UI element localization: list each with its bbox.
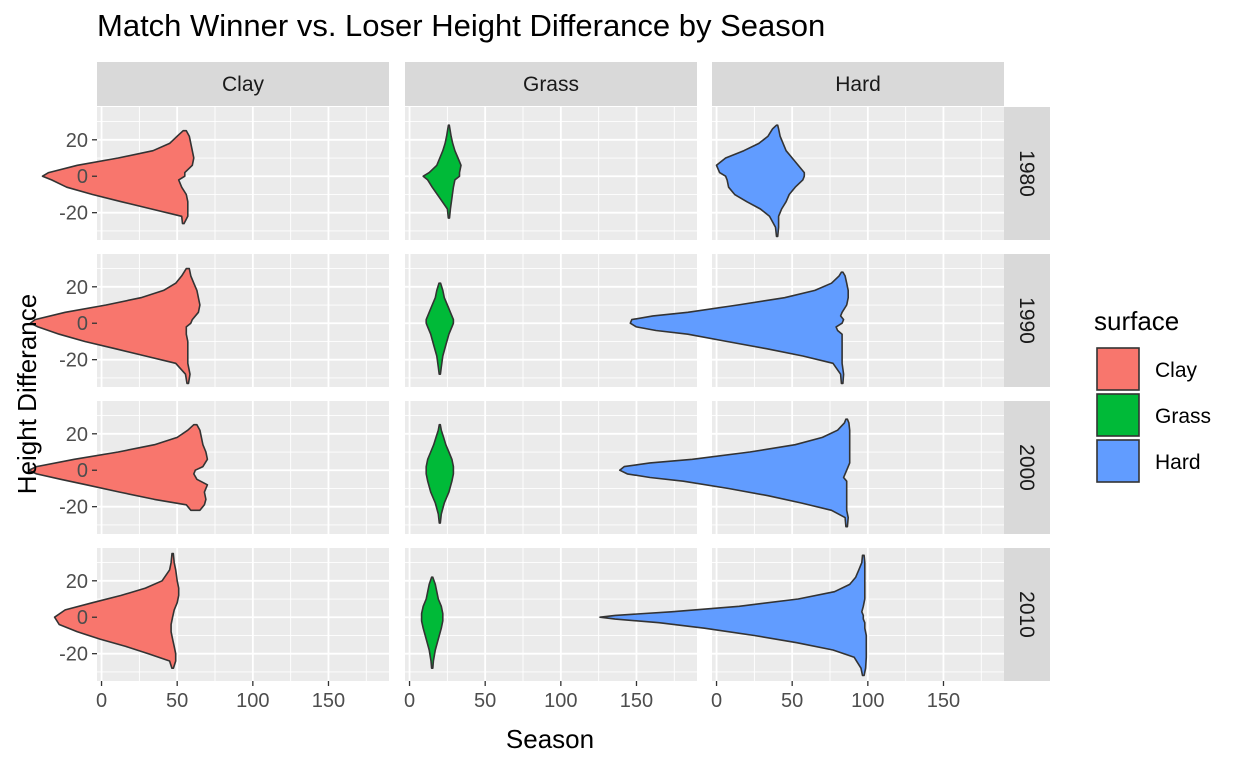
x-tick-label: 0 [96,690,107,712]
facet-strip-2000 [1004,401,1050,534]
x-tick-label: 150 [312,690,345,712]
y-tick-label: -20 [59,203,88,225]
facet-strip-hard [712,62,1004,106]
axes-layer: 20 0 -20 20 0 -20 20 0 -20 20 0 -20 0 50 100 150 0 50 100 1… [12,130,960,754]
y-tick-label: -20 [59,350,88,372]
violin-hard-1990 [629,271,849,385]
legend-label-grass: Grass [1155,405,1211,428]
violin-clay-2010 [53,552,180,669]
facet-strip-label: 1990 [1015,297,1038,344]
violin-hard-1980 [715,124,806,238]
facet-strip-label: Clay [222,73,265,96]
y-tick-label: 0 [77,460,88,482]
violin-clay-2000 [28,423,209,512]
legend: surface Clay Grass Hard [1094,306,1211,483]
x-tick-label: 150 [620,690,653,712]
x-tick-label: 50 [474,690,496,712]
x-axis-title: Season [506,724,594,754]
facet-strip-label: 2000 [1015,444,1038,491]
x-tick-label: 100 [851,690,884,712]
y-tick-label: 20 [66,130,88,152]
legend-label-hard: Hard [1155,451,1201,474]
x-tick-label: 50 [166,690,188,712]
y-tick-label: -20 [59,644,88,666]
facet-strip-label: Hard [835,73,881,96]
facet-strip-grass [405,62,697,106]
facet-strip-2010 [1004,548,1050,681]
y-tick-label: 20 [66,424,88,446]
violin-grass-2010 [420,576,444,669]
facet-strip-1980 [1004,107,1050,240]
legend-key-grass [1096,393,1140,437]
legend-label-clay: Clay [1155,359,1198,382]
y-tick-label: 20 [66,571,88,593]
x-tick-label: 0 [711,690,722,712]
violin-grass-1990 [425,282,455,375]
x-tick-label: 100 [236,690,269,712]
y-tick-label: 20 [66,277,88,299]
facet-strip-label: 1980 [1015,150,1038,197]
legend-key-hard [1096,439,1140,483]
legend-title: surface [1094,306,1179,336]
facet-strip-label: 2010 [1015,591,1038,638]
violin-clay-1980 [41,129,195,225]
violin-hard-2000 [618,418,851,528]
y-axis-title: Height Differance [12,294,42,494]
chart-title: Match Winner vs. Loser Height Differance… [97,8,826,43]
y-tick-label: 0 [77,313,88,335]
legend-key-clay [1096,347,1140,391]
x-tick-label: 100 [544,690,577,712]
y-tick-label: -20 [59,497,88,519]
violin-hard-2010 [599,554,868,677]
y-tick-label: 0 [77,607,88,629]
facet-strip-1990 [1004,254,1050,387]
facet-strip-label: Grass [523,73,579,96]
x-tick-label: 150 [927,690,960,712]
violin-clay-1990 [29,267,201,385]
violin-grass-1980 [422,124,462,219]
y-tick-label: 0 [77,166,88,188]
facet-strip-clay [97,62,389,106]
x-tick-label: 50 [781,690,803,712]
x-tick-label: 0 [404,690,415,712]
violin-grass-2000 [425,423,455,524]
